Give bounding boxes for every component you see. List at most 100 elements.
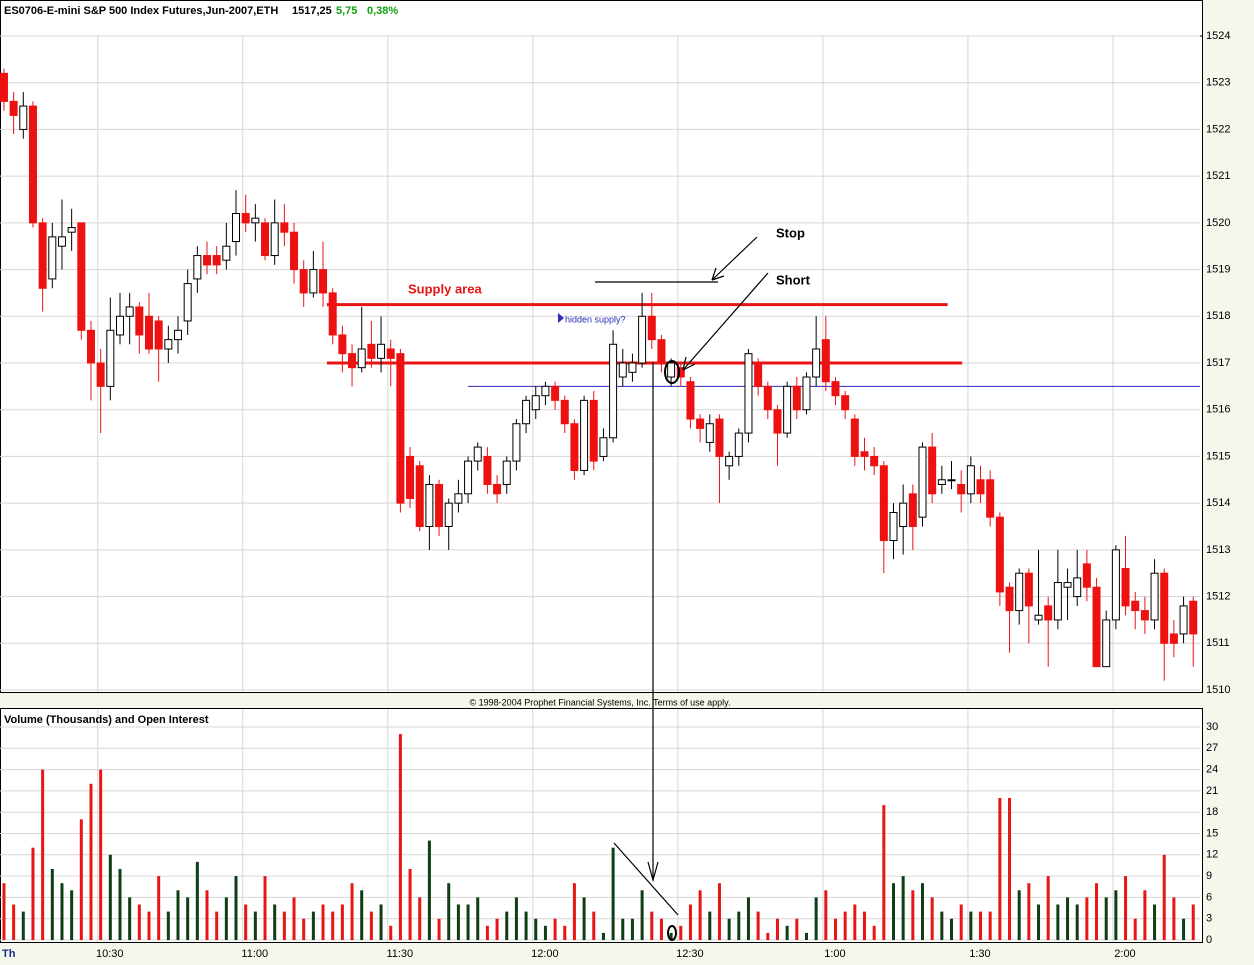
- volume-bar: [785, 925, 789, 940]
- y-tick-label: 9: [1206, 870, 1212, 882]
- volume-bar: [263, 876, 267, 940]
- candle-body: [686, 381, 695, 420]
- volume-bar: [408, 869, 412, 940]
- volume-bar: [621, 918, 625, 940]
- y-tick-label: 1517: [1206, 357, 1230, 369]
- y-tick-label: 1511: [1206, 637, 1230, 649]
- candle-body: [541, 385, 550, 397]
- candle-body: [763, 385, 772, 411]
- candle-body: [860, 451, 869, 457]
- volume-bar: [273, 904, 277, 940]
- volume-bar: [350, 883, 354, 940]
- volume-bar: [969, 911, 973, 940]
- volume-bar: [176, 890, 180, 940]
- y-tick-label: 6: [1206, 891, 1212, 903]
- candle-body: [995, 516, 1004, 593]
- candle-body: [222, 245, 231, 261]
- candle-body: [754, 362, 763, 387]
- volume-bar: [766, 932, 770, 940]
- y-tick-label: 1523: [1206, 77, 1230, 89]
- candle-body: [889, 511, 898, 542]
- volume-bar: [234, 876, 238, 940]
- candle-body: [879, 465, 888, 542]
- volume-bar: [244, 904, 248, 940]
- volume-bar: [79, 819, 83, 940]
- volume-bar: [292, 897, 296, 940]
- arrow-head: [682, 356, 696, 371]
- volume-bar: [12, 904, 16, 940]
- candle-body: [812, 348, 821, 378]
- candle-body: [338, 334, 347, 355]
- volume-bar: [128, 897, 132, 940]
- candle-body: [154, 320, 163, 350]
- volume-bar: [1027, 883, 1031, 940]
- candle-body: [367, 343, 376, 359]
- candle-body: [454, 493, 463, 504]
- volume-bar: [427, 840, 431, 940]
- volume-bar: [563, 925, 567, 940]
- volume-bar: [331, 911, 335, 940]
- candle-body: [792, 385, 801, 411]
- y-tick-label: 1521: [1206, 170, 1230, 182]
- candle-body: [415, 465, 424, 527]
- candle-body: [1150, 572, 1159, 621]
- candle-body: [870, 455, 879, 467]
- volume-bar: [437, 918, 441, 940]
- arrow-head: [647, 861, 659, 883]
- volume-bar: [833, 918, 837, 940]
- candle-body: [560, 399, 569, 425]
- candle-body: [502, 460, 511, 485]
- candle-body: [1189, 600, 1198, 635]
- candle-body: [831, 381, 840, 397]
- candle-body: [1169, 633, 1178, 644]
- volume-bar: [1056, 904, 1060, 940]
- volume-arrow: [613, 842, 679, 916]
- volume-bar: [1191, 904, 1195, 940]
- volume-bar: [340, 904, 344, 940]
- volume-bar: [118, 869, 122, 940]
- candle-body: [599, 437, 608, 457]
- volume-bar: [524, 911, 528, 940]
- y-tick-label: 30: [1206, 721, 1218, 733]
- candle-body: [551, 385, 560, 401]
- volume-bar: [650, 911, 654, 940]
- y-tick-label: 12: [1206, 849, 1218, 861]
- volume-oval: [667, 925, 677, 941]
- volume-bar: [302, 918, 306, 940]
- volume-bar: [157, 876, 161, 940]
- volume-bar: [630, 918, 634, 940]
- y-tick-label: 15: [1206, 827, 1218, 839]
- volume-bar: [659, 918, 663, 940]
- volume-bar: [1066, 897, 1070, 940]
- y-tick-label: 1524: [1206, 30, 1230, 42]
- volume-bar: [2, 883, 6, 940]
- volume-bar: [756, 911, 760, 940]
- candle-body: [531, 395, 540, 411]
- volume-bar: [21, 911, 25, 940]
- candle-body: [96, 362, 105, 387]
- y-tick-label: 3: [1206, 913, 1212, 925]
- volume-bar: [166, 911, 170, 940]
- volume-bar: [940, 911, 944, 940]
- candle-body: [928, 446, 937, 495]
- y-tick-label: 21: [1206, 785, 1218, 797]
- y-tick-label: 1520: [1206, 217, 1230, 229]
- candle-body: [522, 399, 531, 425]
- volume-bar: [456, 904, 460, 940]
- y-tick-label: 1513: [1206, 544, 1230, 556]
- candle-body: [406, 455, 415, 499]
- candle-body: [473, 446, 482, 462]
- volume-bar: [447, 883, 451, 940]
- volume-bar: [534, 918, 538, 940]
- candle-body: [676, 367, 685, 378]
- volume-bar: [369, 911, 373, 940]
- volume-bar: [389, 925, 393, 940]
- candle-body: [425, 483, 434, 528]
- x-tick-label: 12:30: [676, 948, 704, 960]
- candle-body: [725, 455, 734, 467]
- x-tick-label: 12:00: [531, 948, 559, 960]
- candle-body: [908, 493, 917, 527]
- last-price: 1517,25: [292, 5, 332, 17]
- candle-body: [377, 343, 386, 359]
- volume-bar: [1095, 883, 1099, 940]
